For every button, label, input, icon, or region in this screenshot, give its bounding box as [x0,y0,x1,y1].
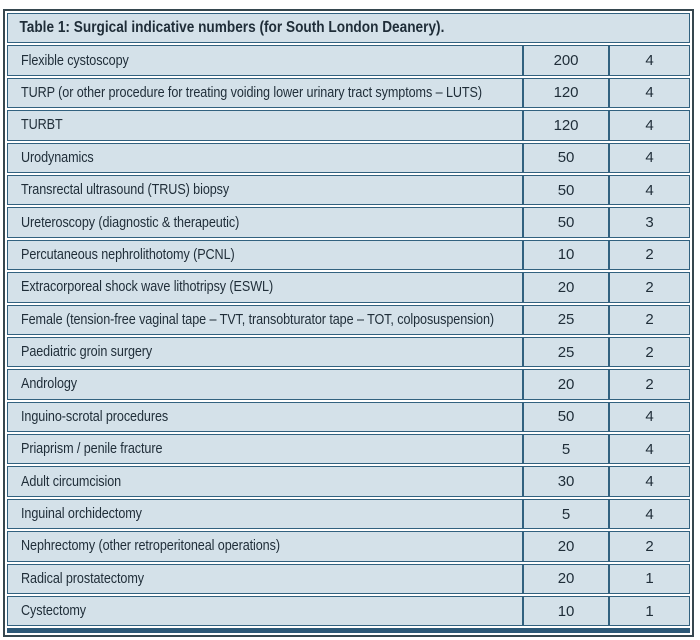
secondary-number-cell: 2 [608,240,689,270]
indicative-number-cell: 25 [522,305,608,334]
procedure-label: Flexible cystoscopy [21,52,129,69]
procedure-label: Ureteroscopy (diagnostic & therapeutic) [21,214,240,231]
table-title: Table 1: Surgical indicative numbers (fo… [19,19,445,37]
surgical-numbers-table: Table 1: Surgical indicative numbers (fo… [3,9,694,637]
secondary-number-cell: 2 [608,273,689,302]
procedure-label: TURP (or other procedure for treating vo… [21,84,482,101]
secondary-number-cell: 4 [608,78,689,108]
indicative-number-cell: 200 [522,46,608,75]
table-row: Radical prostatectomy 20 1 [7,563,690,595]
procedure-cell: Extracorporeal shock wave lithotripsy (E… [8,273,522,301]
procedure-cell: Inguinal orchidectomy [8,500,522,528]
secondary-number-cell: 4 [608,402,689,432]
procedure-label: Andrology [21,376,78,393]
indicative-number-cell: 30 [522,467,608,496]
procedure-cell: Transrectal ultrasound (TRUS) biopsy [8,176,522,204]
procedure-label: Inguinal orchidectomy [21,506,142,523]
procedure-cell: Andrology [8,370,522,398]
table-row: Percutaneous nephrolithotomy (PCNL) 10 2 [7,239,690,271]
procedure-label: Adult circumcision [21,473,122,490]
procedure-label: Priaprism / penile fracture [21,441,163,458]
secondary-number-cell: 1 [608,597,689,626]
table-title-row: Table 1: Surgical indicative numbers (fo… [7,13,690,44]
indicative-number-cell: 120 [522,111,608,140]
procedure-cell: Nephrectomy (other retroperitoneal opera… [8,532,522,560]
indicative-number-cell: 5 [522,435,608,464]
procedure-cell: Adult circumcision [8,467,522,495]
procedure-cell: Paediatric groin surgery [8,338,522,366]
indicative-number-cell: 50 [522,208,608,237]
secondary-number-cell: 4 [608,499,689,529]
procedure-label: Urodynamics [21,149,94,166]
table-row: Ureteroscopy (diagnostic & therapeutic) … [7,207,690,238]
procedure-label: Percutaneous nephrolithotomy (PCNL) [21,246,235,263]
secondary-number-cell: 3 [608,208,689,237]
secondary-number-cell: 2 [608,370,689,399]
table-row: Transrectal ultrasound (TRUS) biopsy 50 … [7,174,690,206]
indicative-number-cell: 50 [522,175,608,205]
table-row: Andrology 20 2 [7,369,690,400]
secondary-number-cell: 2 [608,337,689,367]
procedure-cell: Cystectomy [8,597,522,625]
secondary-number-cell: 4 [608,46,689,75]
table-row: Flexible cystoscopy 200 4 [7,45,690,76]
procedure-cell: Inguino-scrotal procedures [8,403,522,431]
procedure-cell: Female (tension-free vaginal tape – TVT,… [8,306,522,334]
indicative-number-cell: 5 [522,499,608,529]
procedure-label: Paediatric groin surgery [21,344,153,361]
procedure-label: Nephrectomy (other retroperitoneal opera… [21,538,280,555]
procedure-cell: Urodynamics [8,144,522,172]
secondary-number-cell: 1 [608,564,689,594]
indicative-number-cell: 20 [522,370,608,399]
procedure-cell: TURP (or other procedure for treating vo… [8,79,522,107]
table-row: Nephrectomy (other retroperitoneal opera… [7,531,690,562]
procedure-label: Inguino-scrotal procedures [21,408,169,425]
secondary-number-cell: 2 [608,305,689,334]
table-row: Adult circumcision 30 4 [7,466,690,497]
indicative-number-cell: 50 [522,402,608,432]
procedure-label: Extracorporeal shock wave lithotripsy (E… [21,279,274,296]
secondary-number-cell: 4 [608,175,689,205]
indicative-number-cell: 20 [522,564,608,594]
procedure-cell: Priaprism / penile fracture [8,435,522,463]
procedure-label: Cystectomy [21,603,87,620]
table-row: TURBT 120 4 [7,110,690,141]
secondary-number-cell: 4 [608,111,689,140]
indicative-number-cell: 20 [522,532,608,561]
indicative-number-cell: 25 [522,337,608,367]
procedure-cell: TURBT [8,111,522,139]
procedure-cell: Ureteroscopy (diagnostic & therapeutic) [8,208,522,236]
indicative-number-cell: 10 [522,597,608,626]
indicative-number-cell: 10 [522,240,608,270]
table-row: Paediatric groin surgery 25 2 [7,336,690,368]
table-row: Urodynamics 50 4 [7,142,690,173]
procedure-label: Transrectal ultrasound (TRUS) biopsy [21,182,230,199]
table-row: Female (tension-free vaginal tape – TVT,… [7,304,690,335]
indicative-number-cell: 120 [522,78,608,108]
secondary-number-cell: 2 [608,532,689,561]
procedure-cell: Radical prostatectomy [8,565,522,593]
table-row: Extracorporeal shock wave lithotripsy (E… [7,272,690,303]
table-row: Inguino-scrotal procedures 50 4 [7,401,690,433]
table-row: TURP (or other procedure for treating vo… [7,77,690,109]
procedure-label: Female (tension-free vaginal tape – TVT,… [21,311,495,328]
procedure-label: TURBT [21,117,63,134]
secondary-number-cell: 4 [608,143,689,172]
table-row: Inguinal orchidectomy 5 4 [7,498,690,530]
table-body: Flexible cystoscopy 200 4 TURP (or other… [7,45,690,627]
procedure-label: Radical prostatectomy [21,570,144,587]
table-bottom-rule [7,628,690,633]
procedure-cell: Percutaneous nephrolithotomy (PCNL) [8,241,522,269]
secondary-number-cell: 4 [608,467,689,496]
secondary-number-cell: 4 [608,435,689,464]
indicative-number-cell: 20 [522,273,608,302]
procedure-cell: Flexible cystoscopy [8,46,522,74]
indicative-number-cell: 50 [522,143,608,172]
table-row: Cystectomy 10 1 [7,596,690,627]
table-row: Priaprism / penile fracture 5 4 [7,434,690,465]
